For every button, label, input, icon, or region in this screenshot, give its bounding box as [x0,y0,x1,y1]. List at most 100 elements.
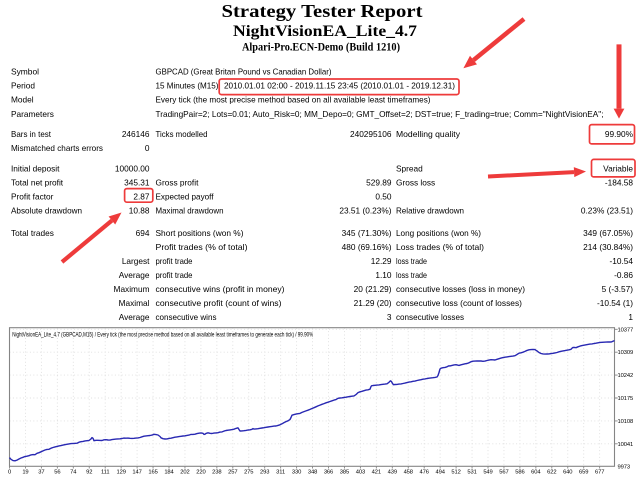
svg-text:Initial deposit: Initial deposit [11,163,60,173]
svg-text:-10.54 (1): -10.54 (1) [597,298,633,308]
svg-text:512: 512 [451,470,460,476]
svg-text:20 (21.29): 20 (21.29) [354,284,392,294]
svg-text:19: 19 [22,470,28,476]
svg-text:257: 257 [228,470,237,476]
svg-text:Strategy Tester Report: Strategy Tester Report [222,1,423,21]
svg-text:293: 293 [260,470,269,476]
svg-text:profit trade: profit trade [156,256,193,266]
svg-text:loss trade: loss trade [396,270,427,280]
svg-text:consecutive wins: consecutive wins [156,312,217,322]
svg-text:10.88: 10.88 [129,206,150,216]
svg-text:202: 202 [180,470,189,476]
svg-text:458: 458 [404,470,413,476]
svg-text:403: 403 [356,470,365,476]
svg-text:214 (30.84%): 214 (30.84%) [583,242,633,252]
svg-text:Absolute drawdown: Absolute drawdown [11,206,82,216]
svg-text:240295106: 240295106 [350,129,392,139]
svg-text:Parameters: Parameters [11,109,54,119]
svg-text:56: 56 [54,470,60,476]
svg-text:1: 1 [628,312,633,322]
svg-text:12.29: 12.29 [371,256,392,266]
svg-text:Gross profit: Gross profit [156,178,200,188]
svg-text:NightVisionEA_Lite_4.7: NightVisionEA_Lite_4.7 [233,23,417,40]
svg-text:165: 165 [148,470,157,476]
svg-text:NightVisionEA_Lite_4.7 (GBPCAD: NightVisionEA_Lite_4.7 (GBPCAD,M15) / Ev… [12,332,313,338]
svg-text:Variable: Variable [603,163,633,173]
svg-text:275: 275 [244,470,253,476]
svg-text:111: 111 [101,470,110,476]
svg-text:Mismatched charts errors: Mismatched charts errors [11,143,103,153]
svg-text:0: 0 [8,470,11,476]
svg-text:Symbol: Symbol [11,67,39,77]
svg-text:129: 129 [116,470,125,476]
svg-text:Profit trades (% of total): Profit trades (% of total) [156,242,248,252]
svg-text:622: 622 [547,470,556,476]
svg-text:37: 37 [38,470,44,476]
svg-text:0.23% (23.51): 0.23% (23.51) [581,206,633,216]
svg-text:23.51 (0.23%): 23.51 (0.23%) [339,206,391,216]
svg-text:439: 439 [388,470,397,476]
svg-text:GBPCAD (Great Britan Pound vs: GBPCAD (Great Britan Pound vs Canadian D… [156,67,332,77]
svg-text:consecutive losses (loss in mo: consecutive losses (loss in money) [396,284,525,294]
svg-text:-10.54: -10.54 [609,256,633,266]
svg-text:consecutive losses: consecutive losses [396,312,464,322]
svg-text:385: 385 [340,470,349,476]
svg-text:Gross loss: Gross loss [396,178,435,188]
svg-text:1.10: 1.10 [375,270,392,280]
svg-text:2.87: 2.87 [133,192,150,202]
svg-text:349 (67.05%): 349 (67.05%) [583,228,633,238]
svg-text:Alpari-Pro.ECN-Demo (Build 121: Alpari-Pro.ECN-Demo (Build 1210) [242,40,400,54]
svg-text:238: 238 [212,470,221,476]
svg-text:10041: 10041 [618,442,634,448]
svg-text:311: 311 [276,470,285,476]
svg-text:421: 421 [372,470,381,476]
svg-text:Total net profit: Total net profit [11,178,64,188]
svg-text:profit trade: profit trade [156,270,193,280]
svg-text:10108: 10108 [618,419,634,425]
svg-text:-0.86: -0.86 [614,270,633,280]
svg-text:10175: 10175 [618,396,634,402]
svg-text:Spread: Spread [396,163,423,173]
svg-text:Maximum: Maximum [114,284,150,294]
svg-text:15 Minutes (M15): 15 Minutes (M15) [156,81,219,91]
svg-text:531: 531 [467,470,476,476]
svg-text:Modelling quality: Modelling quality [396,129,461,139]
svg-text:549: 549 [483,470,492,476]
svg-text:Maximal: Maximal [119,298,150,308]
svg-text:0: 0 [145,143,150,153]
svg-text:529.89: 529.89 [366,178,392,188]
svg-text:9973: 9973 [618,464,631,470]
svg-text:Profit factor: Profit factor [11,192,54,202]
svg-text:Long positions (won %): Long positions (won %) [396,228,481,238]
svg-text:10309: 10309 [618,350,634,356]
svg-text:Short positions (won %): Short positions (won %) [156,228,244,238]
svg-text:345 (71.30%): 345 (71.30%) [342,228,392,238]
svg-text:Model: Model [11,95,34,105]
svg-text:21.29 (20): 21.29 (20) [354,298,392,308]
svg-text:246146: 246146 [122,129,150,139]
svg-text:Largest: Largest [122,256,150,266]
svg-text:184: 184 [164,470,174,476]
svg-text:92: 92 [86,470,92,476]
svg-text:345.31: 345.31 [124,178,150,188]
svg-text:2010.01.01 02:00 - 2019.11.15: 2010.01.01 02:00 - 2019.11.15 23:45 (201… [224,81,455,91]
svg-text:consecutive profit (count of w: consecutive profit (count of wins) [156,298,282,308]
svg-text:0.50: 0.50 [375,192,392,202]
svg-text:3: 3 [387,312,392,322]
svg-text:348: 348 [308,470,317,476]
svg-text:Relative drawdown: Relative drawdown [396,206,464,216]
svg-text:494: 494 [435,470,445,476]
svg-text:366: 366 [324,470,333,476]
svg-text:Average: Average [119,270,150,280]
svg-text:476: 476 [420,470,429,476]
svg-text:10377: 10377 [618,327,634,333]
svg-text:consecutive loss (count of los: consecutive loss (count of losses) [396,298,522,308]
svg-text:147: 147 [132,470,141,476]
svg-text:Total trades: Total trades [11,228,54,238]
svg-text:604: 604 [531,470,541,476]
svg-text:694: 694 [136,228,150,238]
svg-text:Average: Average [119,312,150,322]
svg-text:10000.00: 10000.00 [115,163,150,173]
svg-text:99.90%: 99.90% [605,129,634,139]
svg-text:586: 586 [515,470,524,476]
